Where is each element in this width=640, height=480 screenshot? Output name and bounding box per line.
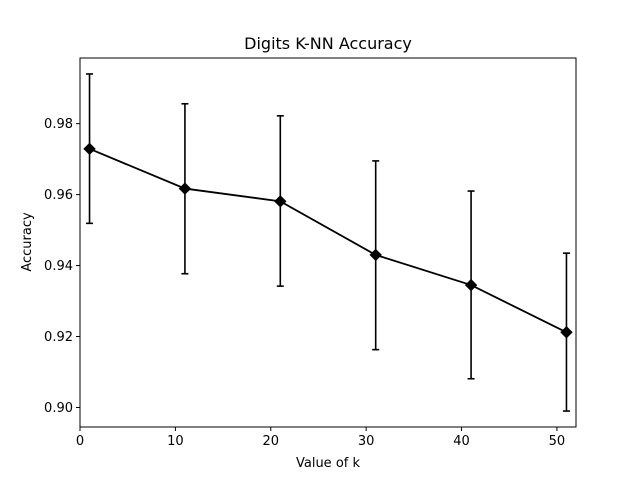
plot-frame [79, 57, 577, 428]
data-point [83, 142, 96, 156]
y-tick-label: 0.94 [44, 259, 73, 274]
x-axis-title: Value of k [296, 456, 360, 471]
x-axis: 0 10 20 30 40 50 [76, 427, 565, 449]
chart-title: Digits K-NN Accuracy [244, 34, 412, 53]
series-line [89, 147, 567, 334]
x-tick-label: 10 [167, 434, 184, 449]
y-tick-label: 0.90 [44, 401, 73, 416]
y-tick-label: 0.98 [44, 117, 73, 132]
data-point [369, 248, 382, 262]
y-axis-title: Accuracy [20, 212, 35, 272]
plot-marks [83, 73, 573, 412]
x-tick-label: 20 [262, 434, 279, 449]
x-tick-label: 50 [549, 434, 566, 449]
data-point [560, 326, 573, 339]
data-point [178, 182, 192, 195]
data-point [464, 278, 478, 292]
y-axis: 0.90 0.92 0.94 0.96 0.98 [44, 117, 80, 416]
y-tick-label: 0.92 [44, 330, 73, 345]
y-tick-label: 0.96 [44, 188, 73, 203]
x-tick-label: 30 [358, 434, 375, 449]
data-point [274, 195, 287, 208]
x-tick-label: 0 [76, 434, 84, 449]
x-tick-label: 40 [453, 434, 470, 449]
